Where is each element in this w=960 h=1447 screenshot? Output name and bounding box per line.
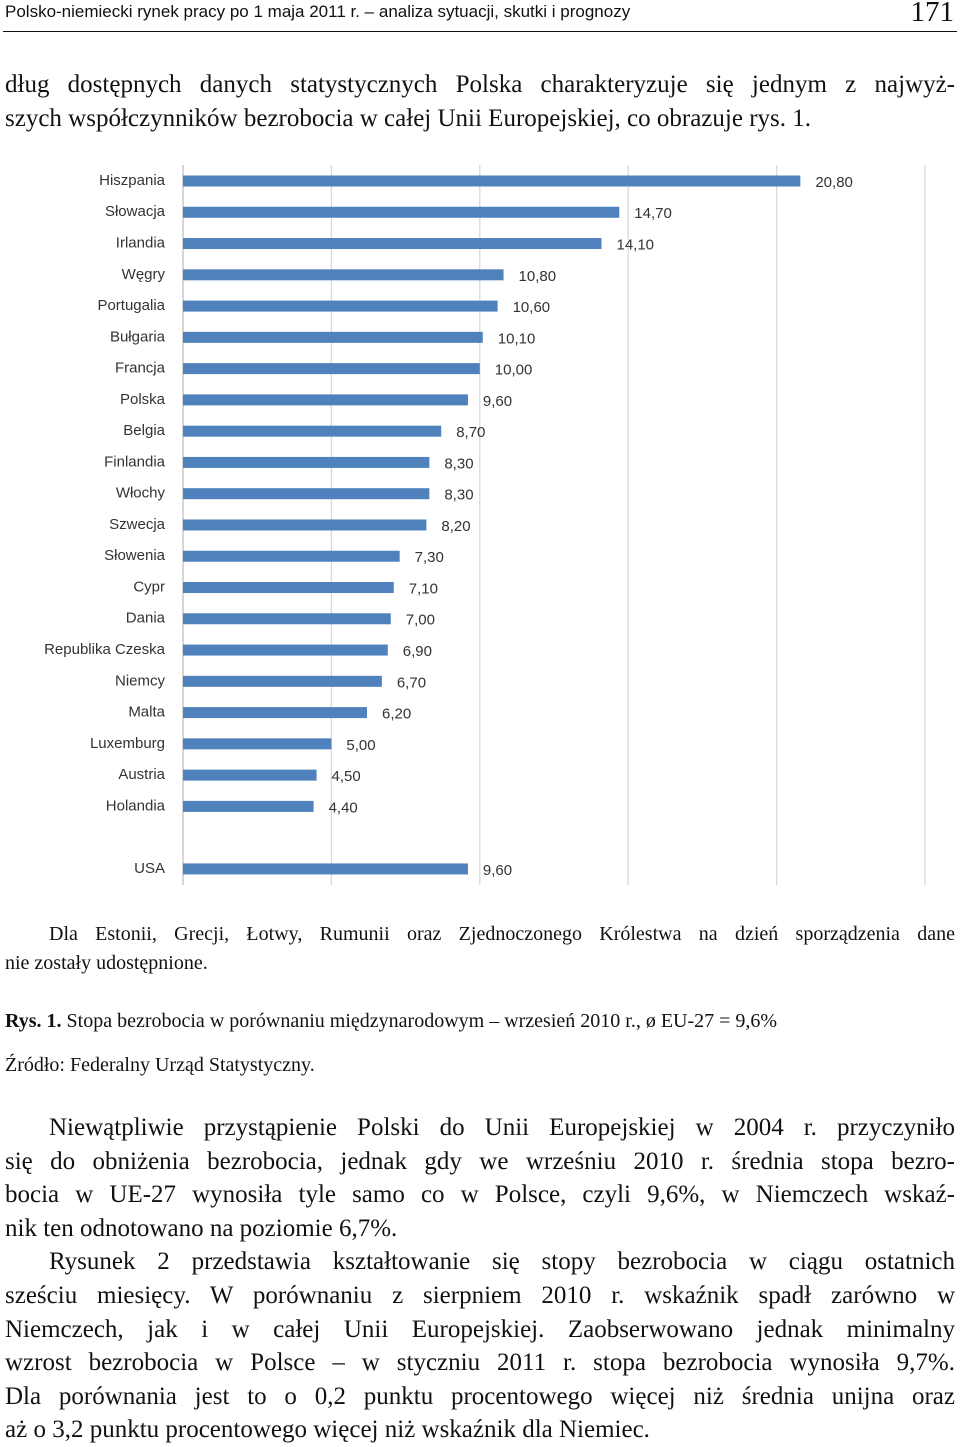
category-label: Węgry	[122, 266, 166, 283]
value-label: 4,40	[329, 799, 358, 816]
source: Źródło: Federalny Urząd Statystyczny.	[5, 1054, 315, 1076]
bar	[183, 582, 394, 594]
bar	[183, 863, 468, 875]
value-label: 6,70	[397, 674, 426, 691]
bar	[183, 206, 620, 218]
category-label: Portugalia	[97, 297, 165, 314]
value-label: 8,30	[444, 487, 473, 504]
text-line: Rysunek 2 przedstawia kształtowanie się …	[49, 1248, 955, 1276]
value-label: 10,10	[498, 330, 536, 347]
bar	[183, 175, 801, 187]
body: Niewątpliwie przystąpienie Polski do Uni…	[5, 1111, 955, 1447]
text-line: bocia w UE-27 wynosiła tyle samo co w Po…	[5, 1181, 955, 1209]
page-number: 171	[910, 0, 955, 28]
value-label: 5,00	[346, 737, 375, 754]
value-label: 9,60	[483, 393, 512, 410]
text-line: aż o 3,2 punktu procentowego więcej niż …	[5, 1416, 650, 1444]
text-line: wzrost bezrobocia w Polsce – w styczniu …	[5, 1349, 955, 1377]
bar	[183, 613, 391, 625]
value-label: 7,30	[415, 549, 444, 566]
value-label: 7,00	[406, 612, 435, 629]
bar	[183, 456, 430, 468]
bar	[183, 394, 468, 406]
category-label: Szwecja	[109, 516, 166, 533]
category-label: USA	[134, 860, 165, 877]
note: Dla Estonii, Grecji, Łotwy, Rumunii oraz…	[5, 920, 955, 978]
value-label: 8,20	[441, 518, 470, 535]
bar	[183, 425, 442, 437]
text-line: sześciu miesięcy. W porównaniu z sierpni…	[5, 1281, 955, 1309]
category-label: Francja	[115, 360, 166, 377]
bar	[183, 519, 427, 531]
value-label: 14,70	[634, 205, 672, 222]
category-label: Dania	[126, 610, 166, 627]
value-label: 6,20	[382, 706, 411, 723]
text-line: Dla Estonii, Grecji, Łotwy, Rumunii oraz…	[49, 923, 955, 945]
bar	[183, 675, 382, 687]
caption-text: Stopa bezrobocia w porównaniu międzynaro…	[66, 1010, 778, 1032]
bar	[183, 238, 602, 250]
category-label: Austria	[118, 766, 165, 783]
value-label: 10,80	[519, 268, 557, 285]
text-line: Niewątpliwie przystąpienie Polski do Uni…	[49, 1114, 955, 1141]
text-line: nie zostały udostępnione.	[5, 952, 208, 974]
category-label: Słowacja	[105, 203, 166, 220]
category-label: Słowenia	[104, 547, 166, 564]
running-header: Polsko-niemiecki rynek pracy po 1 maja 2…	[5, 2, 631, 21]
category-label: Hiszpania	[99, 172, 166, 189]
category-label: Włochy	[116, 485, 166, 502]
value-label: 7,10	[409, 580, 438, 597]
category-label: Holandia	[106, 797, 166, 814]
value-label: 8,70	[456, 424, 485, 441]
category-label: Belgia	[123, 422, 165, 439]
category-label: Polska	[120, 391, 166, 408]
text-line: dług dostępnych danych statystycznych Po…	[5, 71, 955, 98]
bar	[183, 550, 400, 562]
bar	[183, 269, 504, 281]
bar	[183, 769, 317, 781]
value-label: 14,10	[616, 237, 654, 254]
value-label: 10,00	[495, 362, 533, 379]
bar	[183, 300, 498, 312]
value-label: 10,60	[513, 299, 551, 316]
intro: dług dostępnych danych statystycznych Po…	[5, 68, 955, 135]
category-label: Malta	[128, 704, 165, 721]
category-label: Irlandia	[116, 235, 166, 252]
caption: Rys. 1. Stopa bezrobocia w porównaniu mi…	[5, 1007, 955, 1036]
bar	[183, 488, 430, 500]
bar	[183, 644, 388, 656]
text-line: nik ten odnotowano na poziomie 6,7%.	[5, 1214, 398, 1242]
text-line: się do obniżenia bezrobocia, jednak gdy …	[5, 1147, 955, 1175]
category-label: Luxemburg	[90, 735, 165, 752]
bar	[183, 331, 483, 343]
text-line: Dla porównania jest to o 0,2 punktu proc…	[5, 1382, 955, 1410]
value-label: 8,30	[444, 455, 473, 472]
bar	[183, 738, 332, 750]
value-label: 20,80	[815, 174, 853, 191]
category-label: Bułgaria	[110, 328, 166, 345]
caption-label: Rys. 1.	[5, 1010, 62, 1032]
category-label: Republika Czeska	[44, 641, 166, 658]
value-label: 4,50	[332, 768, 361, 785]
bar	[183, 363, 480, 375]
chart: Hiszpania 20,80 Słowacja 14,70 Irlandia 14,10…	[44, 165, 926, 885]
header-rule	[3, 31, 957, 32]
category-label: Cypr	[133, 578, 165, 595]
text-line: szych współczynników bezrobocia w całej …	[5, 104, 811, 132]
category-label: Niemcy	[115, 672, 166, 689]
bar	[183, 800, 314, 812]
value-label: 9,60	[483, 862, 512, 879]
bar	[183, 707, 368, 719]
category-label: Finlandia	[104, 453, 166, 470]
value-label: 6,90	[403, 643, 432, 660]
text-line: Niemczech, jak i w całej Unii Europejski…	[5, 1315, 955, 1343]
